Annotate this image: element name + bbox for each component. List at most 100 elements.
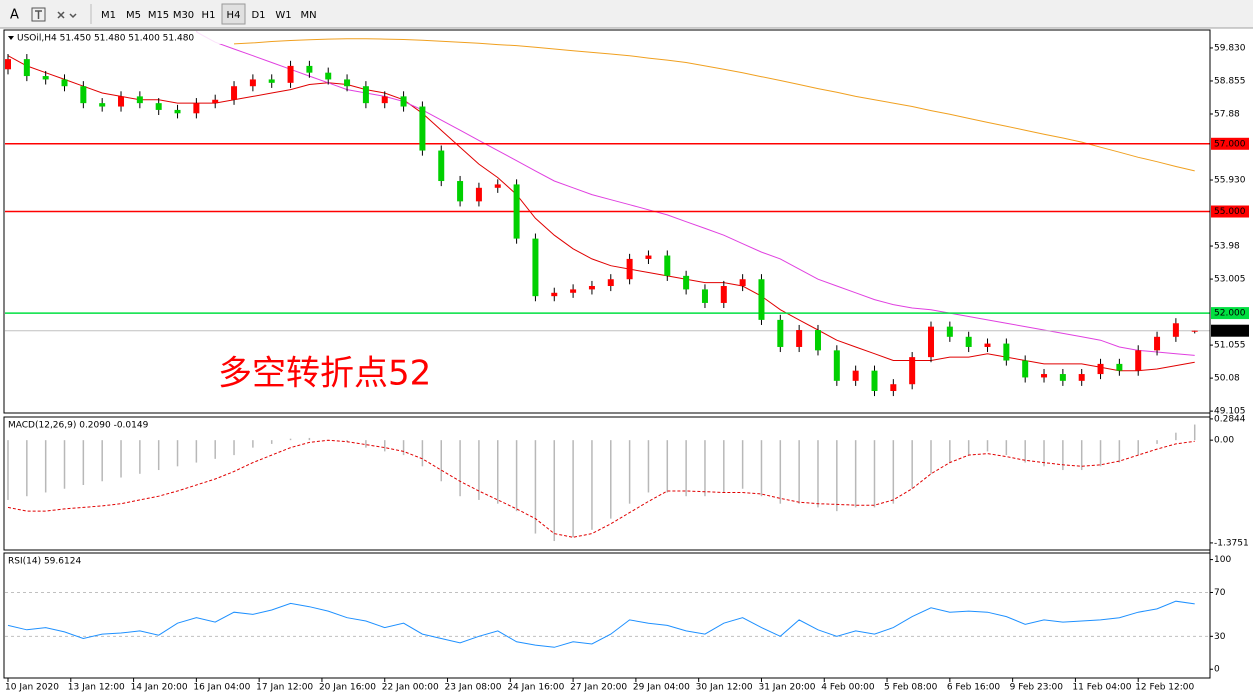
candle-body bbox=[193, 103, 200, 114]
candle-body bbox=[1135, 350, 1142, 371]
price-label: 57.000 bbox=[1214, 139, 1246, 149]
candle-body bbox=[1022, 360, 1029, 378]
candle-body bbox=[1191, 330, 1198, 332]
candle-body bbox=[419, 106, 426, 151]
y-tick-label: 0.2844 bbox=[1214, 414, 1246, 424]
candle-body bbox=[325, 72, 332, 80]
candle-body bbox=[212, 99, 219, 104]
shapes-tool[interactable] bbox=[57, 11, 77, 19]
x-tick-label: 30 Jan 12:00 bbox=[696, 683, 753, 693]
candle-body bbox=[814, 330, 821, 351]
candle-body bbox=[890, 384, 897, 391]
candle-body bbox=[833, 350, 840, 381]
y-tick-label: -1.3751 bbox=[1214, 538, 1249, 548]
candle-body bbox=[381, 96, 388, 104]
title-bg bbox=[5, 419, 176, 431]
candle-body bbox=[1003, 343, 1010, 361]
candle-body bbox=[1097, 363, 1104, 375]
candle-body bbox=[99, 103, 106, 107]
active-timeframe bbox=[221, 3, 246, 25]
candle-body bbox=[1116, 363, 1123, 371]
y-tick-label: 30 bbox=[1214, 632, 1226, 642]
candle-body bbox=[5, 59, 11, 70]
price-label-bg bbox=[1211, 137, 1249, 150]
pane-frame bbox=[3, 552, 1211, 679]
x-tick-label: 9 Feb 23:00 bbox=[1010, 683, 1064, 693]
moving-average bbox=[7, 55, 1195, 372]
candle-body bbox=[852, 370, 859, 381]
candle-body bbox=[23, 59, 30, 77]
timeframe-button[interactable]: M5 bbox=[126, 10, 141, 21]
y-tick-label: 49.105 bbox=[1214, 407, 1246, 417]
timeframe-button[interactable]: D1 bbox=[251, 10, 265, 21]
title-bg bbox=[5, 555, 103, 567]
candle-body bbox=[174, 109, 181, 114]
timeframe-button[interactable]: H4 bbox=[227, 10, 241, 21]
candle-body bbox=[871, 370, 878, 391]
x-tick-label: 23 Jan 08:00 bbox=[445, 683, 502, 693]
candle-body bbox=[1078, 374, 1085, 381]
candle-body bbox=[645, 255, 652, 259]
y-tick-label: 53.98 bbox=[1214, 242, 1240, 252]
candle-body bbox=[513, 184, 520, 239]
last-price-label: 51.480 bbox=[1214, 326, 1246, 336]
y-tick-label: 70 bbox=[1214, 588, 1226, 598]
x-tick-label: 5 Feb 08:00 bbox=[884, 683, 938, 693]
y-tick-label: 0.00 bbox=[1214, 436, 1234, 446]
last-price-bg bbox=[1211, 324, 1249, 337]
y-tick-label: 100 bbox=[1214, 555, 1231, 565]
candle-body bbox=[1154, 336, 1161, 351]
pane-frame bbox=[3, 416, 1211, 551]
timeframe-button[interactable]: M1 bbox=[101, 10, 116, 21]
candle-body bbox=[42, 76, 49, 80]
text-tool[interactable]: A bbox=[10, 8, 19, 23]
candle-body bbox=[1059, 374, 1066, 381]
candle-body bbox=[136, 96, 143, 104]
toolbar-bg bbox=[0, 0, 1253, 28]
moving-average bbox=[233, 38, 1195, 172]
x-tick-label: 29 Jan 04:00 bbox=[633, 683, 690, 693]
pane-frame bbox=[3, 29, 1211, 414]
candle-body bbox=[796, 330, 803, 347]
x-tick-label: 20 Jan 16:00 bbox=[319, 683, 376, 693]
timeframe-button[interactable]: MN bbox=[300, 10, 316, 21]
x-tick-label: 12 Feb 12:00 bbox=[1135, 683, 1194, 693]
x-tick-label: 4 Feb 00:00 bbox=[821, 683, 875, 693]
candle-body bbox=[306, 65, 313, 73]
timeframe-button[interactable]: W1 bbox=[275, 10, 291, 21]
x-tick-label: 10 Jan 2020 bbox=[5, 683, 59, 693]
candle-body bbox=[457, 181, 464, 202]
timeframe-button[interactable]: M30 bbox=[173, 10, 194, 21]
x-tick-label: 31 Jan 20:00 bbox=[758, 683, 815, 693]
candle-body bbox=[1172, 323, 1179, 337]
signal-line bbox=[7, 439, 1195, 538]
timeframe-button[interactable]: H1 bbox=[202, 10, 216, 21]
y-tick-label: 57.88 bbox=[1214, 109, 1240, 119]
candle-body bbox=[909, 357, 916, 385]
candle-body bbox=[626, 258, 633, 280]
candle-body bbox=[777, 319, 784, 347]
candle-body bbox=[155, 103, 162, 110]
candle-body bbox=[80, 86, 87, 104]
candle-body bbox=[683, 275, 690, 290]
label-tool[interactable] bbox=[31, 7, 46, 22]
y-tick-label: 50.08 bbox=[1214, 374, 1240, 384]
timeframe-button[interactable]: M15 bbox=[148, 10, 169, 21]
candle-body bbox=[344, 79, 351, 87]
candle-body bbox=[664, 255, 671, 276]
candle-body bbox=[494, 184, 501, 188]
candle-body bbox=[701, 289, 708, 303]
candle-body bbox=[1041, 374, 1048, 378]
candle-body bbox=[928, 326, 935, 358]
candle-body bbox=[61, 79, 68, 87]
y-tick-label: 55.930 bbox=[1214, 176, 1246, 186]
candle-body bbox=[231, 86, 238, 100]
y-tick-label: 53.005 bbox=[1214, 275, 1246, 285]
candle-body bbox=[551, 292, 558, 297]
rsi-line bbox=[7, 600, 1195, 648]
y-tick-label: 0 bbox=[1214, 665, 1220, 675]
candle-body bbox=[249, 79, 256, 87]
x-tick-label: 6 Feb 16:00 bbox=[947, 683, 1001, 693]
price-label-bg bbox=[1211, 205, 1249, 218]
